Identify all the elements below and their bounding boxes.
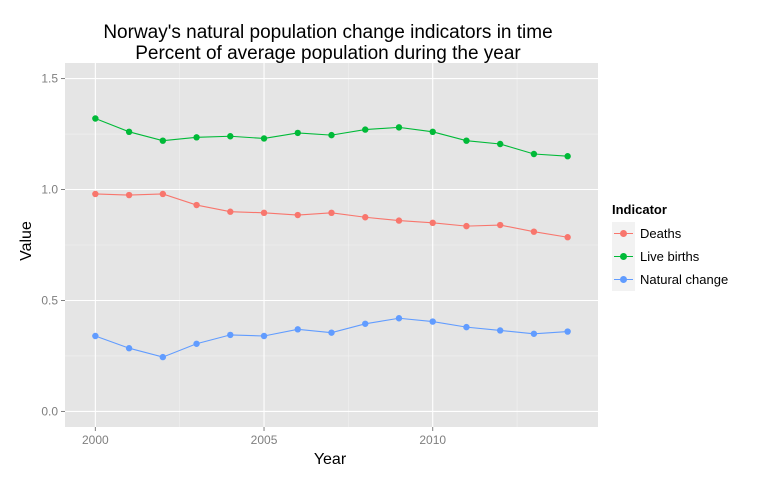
data-point-live-births bbox=[496, 140, 504, 148]
data-point-deaths bbox=[328, 209, 335, 217]
data-point-natural-change bbox=[395, 315, 403, 322]
data-point-natural-change bbox=[328, 329, 335, 336]
data-point-deaths bbox=[496, 221, 504, 229]
legend-item-live-births: Live births bbox=[612, 245, 728, 268]
x-axis-label: Year bbox=[313, 451, 347, 468]
legend-item-deaths: Deaths bbox=[612, 222, 728, 245]
data-point-natural-change bbox=[429, 318, 436, 325]
data-point-natural-change bbox=[125, 345, 133, 352]
data-point-deaths bbox=[564, 234, 571, 241]
data-point-deaths bbox=[294, 211, 301, 219]
data-point-natural-change bbox=[227, 331, 234, 339]
x-tick-label: 2005 bbox=[251, 433, 278, 447]
legend-key-natural-change bbox=[612, 268, 635, 291]
data-point-live-births bbox=[564, 153, 571, 160]
data-point-live-births bbox=[362, 126, 369, 133]
data-point-natural-change bbox=[530, 330, 538, 337]
data-point-live-births bbox=[159, 137, 167, 144]
data-point-deaths bbox=[260, 209, 268, 217]
data-point-live-births bbox=[530, 150, 538, 158]
data-point-live-births bbox=[463, 137, 470, 144]
data-point-deaths bbox=[429, 219, 436, 227]
y-tick-label: 0.0 bbox=[41, 404, 58, 418]
data-point-natural-change bbox=[564, 328, 571, 335]
legend-item-natural-change: Natural change bbox=[612, 268, 728, 291]
data-point-deaths bbox=[463, 222, 470, 230]
legend-key-live-births bbox=[612, 245, 635, 268]
x-tick-label: 2000 bbox=[82, 433, 109, 447]
data-point-deaths bbox=[193, 201, 200, 209]
chart-title: Norway's natural population change indic… bbox=[103, 22, 553, 43]
data-point-live-births bbox=[193, 134, 200, 141]
data-point-natural-change bbox=[463, 323, 470, 331]
data-point-live-births bbox=[294, 129, 301, 137]
data-point-deaths bbox=[227, 208, 234, 215]
data-point-natural-change bbox=[193, 340, 200, 347]
data-point-natural-change bbox=[159, 353, 167, 361]
data-point-live-births bbox=[92, 115, 99, 122]
legend-title: Indicator bbox=[612, 202, 667, 217]
legend-key-deaths bbox=[612, 222, 635, 245]
data-point-deaths bbox=[395, 217, 403, 224]
data-point-natural-change bbox=[496, 327, 504, 334]
legend: Indicator Deaths Live births Natural cha… bbox=[612, 202, 728, 291]
data-point-live-births bbox=[227, 133, 234, 140]
legend-label-deaths: Deaths bbox=[640, 226, 682, 241]
y-tick-label: 1.0 bbox=[41, 183, 58, 197]
legend-label-live-births: Live births bbox=[640, 249, 700, 264]
y-tick-label: 1.5 bbox=[41, 72, 58, 86]
data-point-live-births bbox=[125, 128, 133, 136]
data-point-deaths bbox=[92, 190, 99, 198]
data-point-deaths bbox=[362, 214, 369, 221]
data-point-deaths bbox=[159, 190, 167, 198]
data-point-live-births bbox=[429, 128, 436, 136]
x-tick-label: 2010 bbox=[419, 433, 446, 447]
legend-label-natural-change: Natural change bbox=[640, 272, 729, 287]
chart-subtitle: Percent of average population during the… bbox=[135, 43, 521, 64]
data-point-natural-change bbox=[362, 320, 369, 327]
data-point-live-births bbox=[328, 131, 335, 139]
y-tick-label: 0.5 bbox=[41, 293, 58, 307]
data-point-natural-change bbox=[92, 332, 99, 340]
y-axis-label: Value bbox=[18, 221, 35, 261]
data-point-natural-change bbox=[294, 326, 301, 333]
data-point-deaths bbox=[125, 191, 133, 199]
data-point-deaths bbox=[530, 228, 538, 235]
data-point-natural-change bbox=[260, 332, 268, 340]
data-point-live-births bbox=[395, 124, 403, 131]
data-point-live-births bbox=[260, 135, 268, 142]
